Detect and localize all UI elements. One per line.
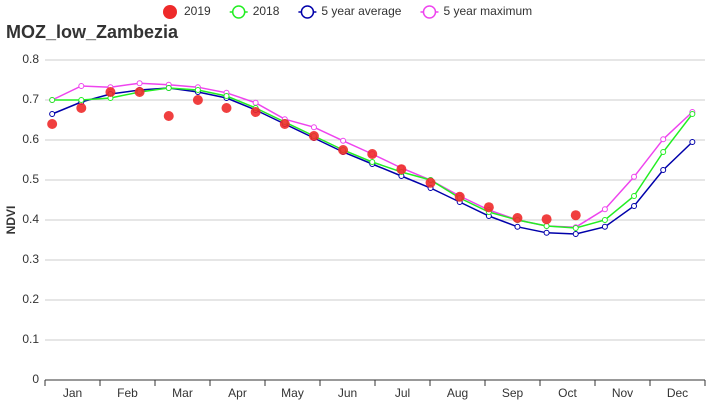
dot: [338, 145, 349, 155]
dot: [221, 103, 232, 113]
dot: [541, 214, 552, 225]
y-tick-label: 0.7: [22, 92, 39, 106]
point: [194, 87, 201, 93]
legend-marker: [300, 5, 315, 19]
y-tick-label: 0.3: [22, 252, 39, 266]
x-tick-label: Jul: [395, 386, 410, 400]
dot: [105, 87, 116, 97]
dot: [163, 111, 174, 121]
point: [601, 217, 608, 223]
point: [49, 111, 56, 117]
dot: [76, 103, 87, 113]
dot: [279, 119, 290, 129]
dot: [134, 87, 145, 97]
y-tick-label: 0.5: [22, 172, 39, 186]
y-tick-label: 0.4: [22, 212, 39, 226]
point: [514, 223, 521, 230]
legend-marker: [422, 5, 437, 19]
x-tick-label: May: [281, 386, 304, 400]
y-tick-label: 0.2: [22, 292, 39, 306]
y-tick-label: 0.6: [22, 132, 39, 146]
chart-title: MOZ_low_Zambezia: [6, 22, 179, 42]
legend-label: 5 year average: [321, 4, 401, 18]
point: [660, 167, 667, 173]
point: [631, 203, 638, 209]
dot: [512, 213, 523, 223]
x-tick-label: Oct: [558, 386, 577, 400]
point: [49, 97, 56, 103]
point: [165, 85, 172, 91]
x-tick-label: Dec: [667, 386, 688, 400]
x-tick-label: Nov: [612, 386, 633, 400]
point: [572, 231, 579, 237]
x-tick-label: Sep: [502, 386, 524, 400]
legend-label: 2018: [253, 4, 280, 18]
point: [340, 137, 347, 144]
point: [631, 193, 638, 199]
x-tick-label: Jun: [338, 386, 357, 400]
point: [136, 80, 143, 87]
dot: [483, 202, 494, 213]
point: [689, 139, 696, 145]
dot: [250, 107, 261, 117]
legend-marker: [231, 5, 246, 19]
dot: [367, 149, 378, 159]
point: [660, 149, 667, 155]
point: [601, 223, 608, 230]
point: [543, 229, 550, 236]
dot: [570, 210, 581, 221]
x-tick-label: Feb: [117, 386, 138, 400]
point: [252, 99, 259, 106]
dot: [425, 177, 436, 188]
legend-marker: [163, 5, 177, 19]
dot: [308, 131, 319, 141]
x-tick-label: Apr: [228, 386, 247, 400]
point: [78, 83, 85, 89]
point: [223, 93, 230, 99]
point: [543, 223, 550, 229]
dot: [192, 95, 203, 105]
point: [78, 97, 85, 103]
x-tick-label: Jan: [63, 386, 82, 400]
point: [631, 173, 638, 180]
point: [310, 124, 317, 131]
point: [369, 159, 376, 165]
dot: [47, 119, 58, 129]
x-tick-label: Aug: [447, 386, 468, 400]
legend-label: 2019: [184, 4, 211, 18]
y-tick-label: 0.1: [22, 332, 39, 346]
point: [660, 136, 667, 143]
legend-label: 5 year maximum: [443, 4, 532, 18]
y-tick-label: 0: [32, 372, 39, 386]
x-tick-label: Mar: [172, 386, 193, 400]
point: [572, 225, 579, 231]
y-axis-label: NDVI: [4, 206, 18, 235]
point: [601, 206, 608, 213]
y-tick-label: 0.8: [22, 52, 39, 66]
dot: [454, 191, 465, 202]
dot: [396, 164, 407, 175]
point: [689, 111, 696, 117]
